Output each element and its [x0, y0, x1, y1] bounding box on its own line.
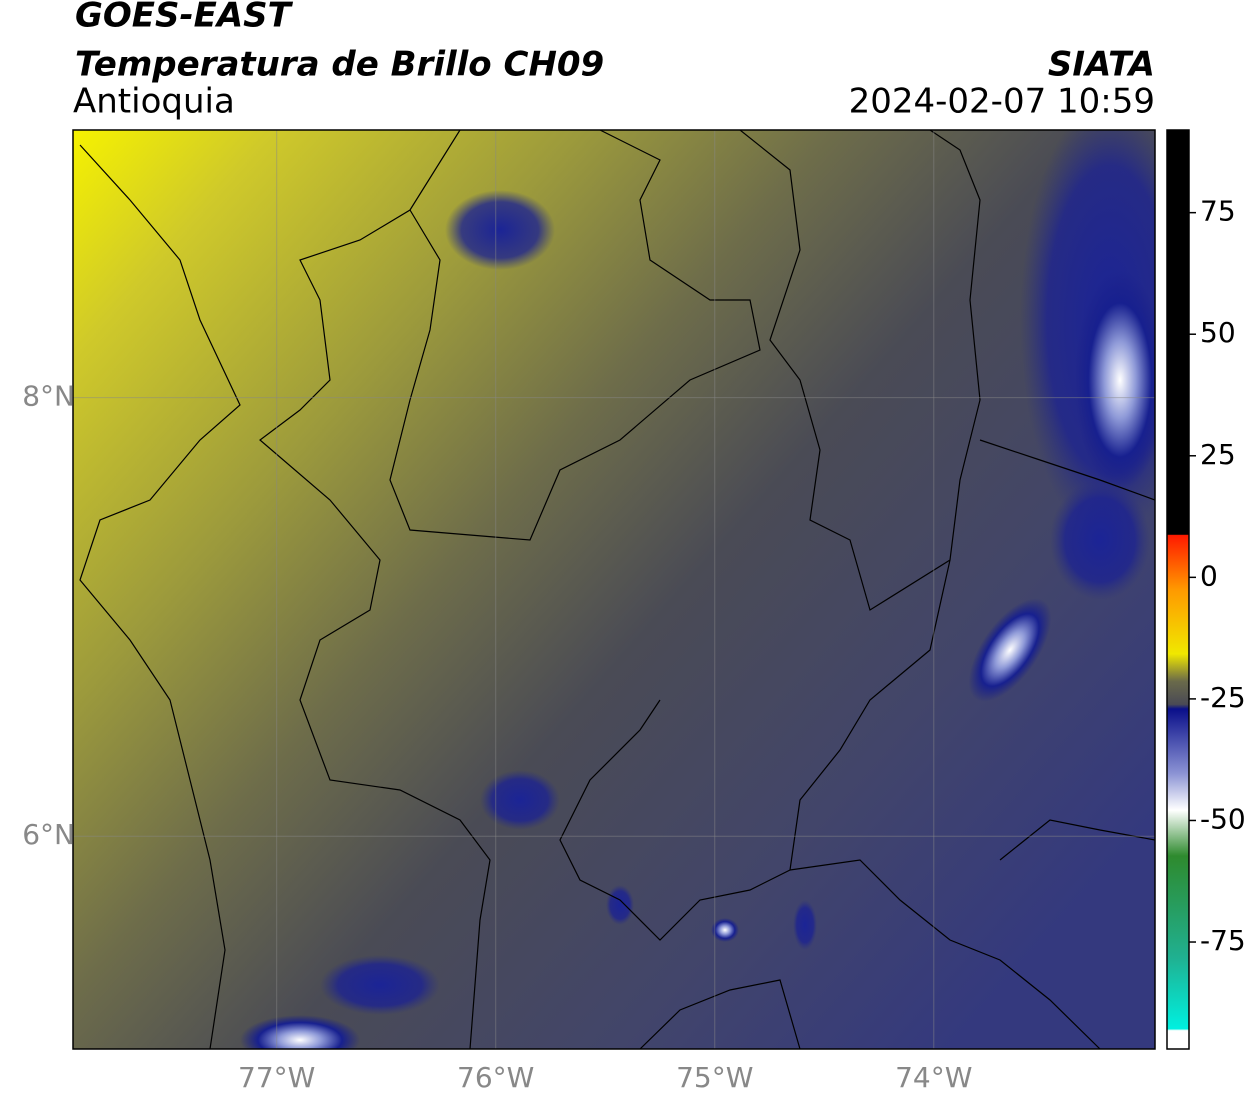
map-frame [72, 129, 1156, 1050]
borders [79, 130, 1155, 1049]
colorbar-tick-label: -75 [1200, 924, 1246, 957]
cloud [968, 598, 1052, 702]
cloud [711, 918, 739, 942]
cloud [240, 1015, 360, 1049]
source: SIATA [1048, 45, 1155, 85]
lat-tick-label: 8°N [22, 380, 75, 413]
cloud [445, 190, 555, 270]
lon-tick-label: 74°W [895, 1061, 972, 1094]
map [73, 130, 1155, 1049]
cloud [480, 770, 560, 830]
colorbar-tick-label: -50 [1200, 802, 1246, 835]
lon-tick-label: 77°W [238, 1061, 315, 1094]
colorbar-tick-label: 50 [1200, 316, 1236, 349]
lon-tick-label: 76°W [457, 1061, 534, 1094]
colorbar [1166, 129, 1190, 1050]
cloud [1075, 270, 1155, 490]
colorbar-tick-label: 75 [1200, 195, 1236, 228]
title: GOES-EAST [75, 0, 294, 36]
cloud [1050, 480, 1150, 600]
region: Antioquia [73, 82, 235, 122]
lat-tick-label: 6°N [22, 818, 75, 851]
colorbar-tick-label: 0 [1200, 559, 1218, 592]
lon-tick-label: 75°W [676, 1061, 753, 1094]
cloud [793, 900, 817, 950]
colorbar-tick-label: -25 [1200, 681, 1246, 714]
subtitle: Temperatura de Brillo CH09 [75, 45, 604, 85]
grid [73, 130, 1155, 1049]
timestamp: 2024-02-07 10:59 [849, 82, 1155, 122]
cloud [320, 955, 440, 1015]
cloud [606, 885, 634, 925]
colorbar-tick-label: 25 [1200, 438, 1236, 471]
